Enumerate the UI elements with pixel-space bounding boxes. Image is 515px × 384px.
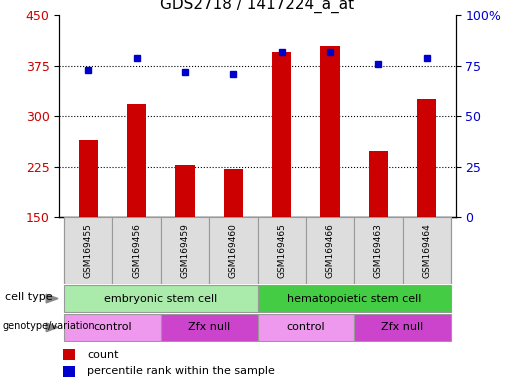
Bar xyxy=(175,165,195,217)
Bar xyxy=(306,217,354,284)
Text: GSM169459: GSM169459 xyxy=(180,223,190,278)
Polygon shape xyxy=(46,323,58,332)
Bar xyxy=(161,217,209,284)
Text: genotype/variation: genotype/variation xyxy=(3,321,96,331)
Text: control: control xyxy=(286,322,325,333)
Text: GSM169460: GSM169460 xyxy=(229,223,238,278)
Bar xyxy=(258,217,306,284)
Bar xyxy=(64,313,161,341)
Text: Zfx null: Zfx null xyxy=(188,322,230,333)
Bar xyxy=(417,99,436,217)
Bar xyxy=(354,217,403,284)
Bar xyxy=(258,313,354,341)
Bar xyxy=(79,140,98,217)
Bar xyxy=(209,217,258,284)
Text: GSM169455: GSM169455 xyxy=(84,223,93,278)
Bar xyxy=(369,151,388,217)
Bar xyxy=(64,217,112,284)
Polygon shape xyxy=(46,294,58,303)
Bar xyxy=(272,52,291,217)
Bar xyxy=(224,169,243,217)
Bar xyxy=(63,349,75,360)
Title: GDS2718 / 1417224_a_at: GDS2718 / 1417224_a_at xyxy=(161,0,354,13)
Text: embryonic stem cell: embryonic stem cell xyxy=(104,293,217,304)
Text: control: control xyxy=(93,322,132,333)
Bar xyxy=(112,217,161,284)
Bar xyxy=(320,46,340,217)
Text: cell type: cell type xyxy=(5,292,53,302)
Text: GSM169465: GSM169465 xyxy=(277,223,286,278)
Bar xyxy=(258,285,451,313)
Bar xyxy=(127,104,146,217)
Text: GSM169463: GSM169463 xyxy=(374,223,383,278)
Bar xyxy=(64,285,258,313)
Text: percentile rank within the sample: percentile rank within the sample xyxy=(87,366,275,376)
Text: hematopoietic stem cell: hematopoietic stem cell xyxy=(287,293,421,304)
Text: GSM169466: GSM169466 xyxy=(325,223,335,278)
Bar xyxy=(403,217,451,284)
Text: Zfx null: Zfx null xyxy=(382,322,424,333)
Bar xyxy=(354,313,451,341)
Text: GSM169464: GSM169464 xyxy=(422,223,431,278)
Bar xyxy=(63,366,75,376)
Text: GSM169456: GSM169456 xyxy=(132,223,141,278)
Text: count: count xyxy=(87,349,118,360)
Bar xyxy=(161,313,258,341)
